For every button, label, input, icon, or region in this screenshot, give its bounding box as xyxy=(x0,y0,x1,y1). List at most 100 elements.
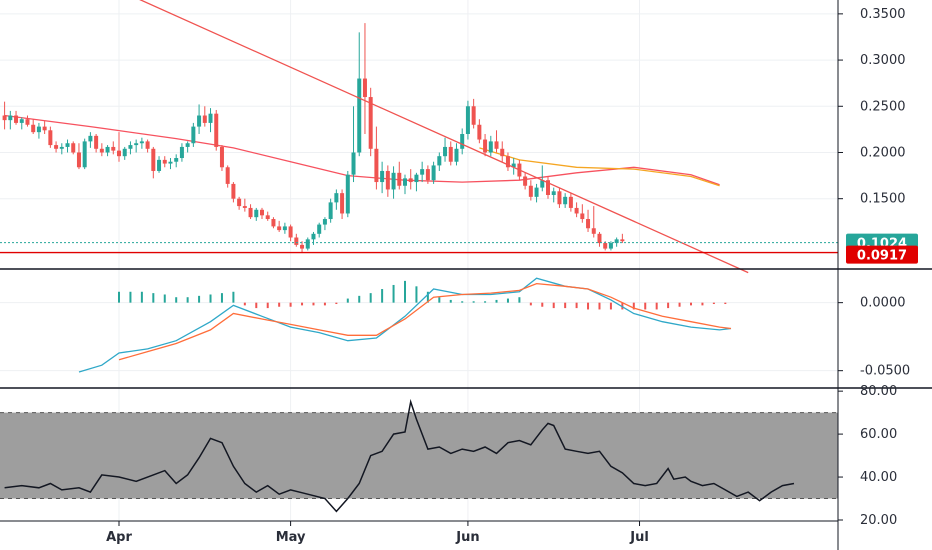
candle-body[interactable] xyxy=(36,126,41,133)
candle-body[interactable] xyxy=(357,78,362,153)
candle-body[interactable] xyxy=(145,141,150,149)
candle-body[interactable] xyxy=(2,115,7,121)
candle-body[interactable] xyxy=(111,146,116,151)
candle-body[interactable] xyxy=(385,170,390,190)
candle-body[interactable] xyxy=(580,213,585,220)
candle-body[interactable] xyxy=(443,146,448,157)
candle-body[interactable] xyxy=(345,174,350,214)
candle-body[interactable] xyxy=(505,156,510,168)
candle-body[interactable] xyxy=(31,124,36,133)
candle-body[interactable] xyxy=(431,165,436,181)
candle-body[interactable] xyxy=(340,193,345,214)
candle-body[interactable] xyxy=(71,143,76,153)
candle-body[interactable] xyxy=(248,207,253,218)
candle-body[interactable] xyxy=(88,135,93,142)
moving-average-orange[interactable] xyxy=(479,147,720,187)
candle-body[interactable] xyxy=(397,172,402,186)
candle-body[interactable] xyxy=(231,183,236,199)
candle-body[interactable] xyxy=(157,159,162,171)
candle-body[interactable] xyxy=(557,191,562,205)
candle-body[interactable] xyxy=(586,219,591,229)
candle-body[interactable] xyxy=(614,239,619,244)
candle-body[interactable] xyxy=(420,169,425,175)
candle-body[interactable] xyxy=(305,239,310,249)
candle-body[interactable] xyxy=(191,126,196,144)
candle-body[interactable] xyxy=(162,159,167,164)
candle-body[interactable] xyxy=(437,156,442,166)
candle-body[interactable] xyxy=(14,115,19,123)
candle-body[interactable] xyxy=(408,178,413,183)
candle-body[interactable] xyxy=(471,106,476,125)
candle-body[interactable] xyxy=(65,143,70,147)
trendline[interactable] xyxy=(130,0,749,274)
candle-body[interactable] xyxy=(168,161,173,164)
candle-body[interactable] xyxy=(368,97,373,149)
candle-body[interactable] xyxy=(568,196,573,208)
candle-body[interactable] xyxy=(448,146,453,162)
candle-body[interactable] xyxy=(425,169,430,181)
candle-body[interactable] xyxy=(311,233,316,240)
candle-body[interactable] xyxy=(546,180,550,195)
candle-body[interactable] xyxy=(563,196,568,205)
candle-body[interactable] xyxy=(219,146,224,168)
candle-body[interactable] xyxy=(48,130,53,146)
candle-body[interactable] xyxy=(265,215,270,220)
candle-body[interactable] xyxy=(42,126,47,131)
candle-body[interactable] xyxy=(19,119,24,123)
candle-body[interactable] xyxy=(260,209,264,216)
candle-body[interactable] xyxy=(603,243,608,249)
candle-body[interactable] xyxy=(225,167,230,184)
candle-body[interactable] xyxy=(76,152,81,168)
candle-body[interactable] xyxy=(254,209,259,218)
candle-body[interactable] xyxy=(322,219,327,225)
candle-body[interactable] xyxy=(99,148,104,153)
rsi-line[interactable] xyxy=(4,398,795,513)
candle-body[interactable] xyxy=(608,243,613,249)
candle-body[interactable] xyxy=(54,145,59,149)
candle-body[interactable] xyxy=(454,148,459,162)
candle-body[interactable] xyxy=(105,146,110,153)
candle-body[interactable] xyxy=(134,143,139,146)
candle-body[interactable] xyxy=(380,170,385,183)
candle-body[interactable] xyxy=(391,172,396,190)
candle-body[interactable] xyxy=(271,219,276,227)
candle-body[interactable] xyxy=(334,193,339,203)
candle-body[interactable] xyxy=(362,78,367,98)
candle-body[interactable] xyxy=(414,174,419,183)
candle-body[interactable] xyxy=(94,135,99,149)
candle-body[interactable] xyxy=(620,239,625,242)
candle-body[interactable] xyxy=(591,228,596,234)
candle-body[interactable] xyxy=(288,226,293,238)
candle-body[interactable] xyxy=(59,146,64,149)
candle-body[interactable] xyxy=(208,113,213,123)
price-scale[interactable]: 0.3500 0.3000 0.2500 0.2000 0.1500 0.0000 -0.0… xyxy=(838,7,910,528)
candle-body[interactable] xyxy=(465,106,470,134)
candle-body[interactable] xyxy=(25,119,30,125)
candle-body[interactable] xyxy=(511,163,516,168)
candle-body[interactable] xyxy=(179,146,184,159)
price-panel[interactable] xyxy=(0,0,838,274)
candle-body[interactable] xyxy=(294,237,299,245)
candle-body[interactable] xyxy=(300,244,305,249)
candle-body[interactable] xyxy=(317,224,322,234)
candle-body[interactable] xyxy=(460,134,465,149)
candle-body[interactable] xyxy=(197,115,202,127)
macd-signal-line[interactable] xyxy=(118,282,732,361)
candle-body[interactable] xyxy=(82,141,87,168)
candle-body[interactable] xyxy=(242,206,247,208)
candle-body[interactable] xyxy=(8,115,13,121)
candle-body[interactable] xyxy=(523,176,528,186)
macd-panel[interactable] xyxy=(78,277,732,373)
candle-body[interactable] xyxy=(237,198,242,207)
candle-body[interactable] xyxy=(174,158,179,162)
candle-body[interactable] xyxy=(403,178,407,186)
candle-body[interactable] xyxy=(374,148,379,183)
candle-body[interactable] xyxy=(528,185,533,197)
candle-body[interactable] xyxy=(139,141,144,144)
candle-body[interactable] xyxy=(151,148,156,171)
candle-body[interactable] xyxy=(117,150,121,157)
macd-line[interactable] xyxy=(78,277,732,373)
candle-body[interactable] xyxy=(534,187,539,197)
